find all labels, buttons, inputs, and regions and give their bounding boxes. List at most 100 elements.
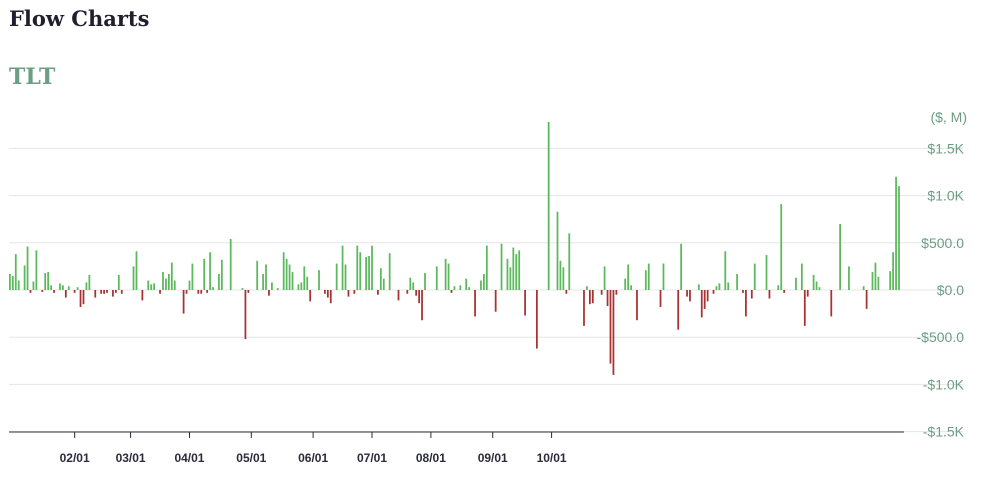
- y-tick-labels: $1.5K $1.0K $500.0 $0.0 -$500.0 -$1.0K -$1.5K: [917, 140, 965, 439]
- flow-bar: [677, 290, 680, 330]
- flow-bar: [335, 263, 338, 290]
- flow-bar: [518, 250, 521, 290]
- x-tick-labels: 02/01 03/01 04/01 05/01 06/01 07/01 08/01 09/01…: [60, 451, 567, 465]
- flow-bar: [556, 211, 559, 290]
- x-tick-label: 07/01: [357, 451, 387, 465]
- flow-bar: [753, 263, 756, 290]
- flow-bar: [203, 258, 206, 290]
- flow-bar: [368, 256, 370, 290]
- flow-bar: [11, 275, 14, 290]
- flow-bar: [765, 255, 768, 290]
- flow-bar: [353, 290, 356, 294]
- flow-bar: [706, 290, 709, 302]
- flow-bar: [724, 251, 727, 290]
- flow-bar: [291, 272, 294, 290]
- flow-bar: [727, 282, 730, 290]
- flow-bar: [141, 290, 144, 301]
- x-tick-label: 08/01: [416, 451, 446, 465]
- flow-bar: [329, 290, 332, 304]
- flow-bar: [79, 290, 82, 307]
- flow-bar: [506, 258, 509, 290]
- flow-bar: [324, 290, 326, 294]
- flow-bar: [14, 254, 17, 290]
- flow-bar: [32, 281, 35, 290]
- flow-bar: [159, 290, 161, 294]
- flow-bar: [535, 290, 538, 349]
- flow-bar: [644, 270, 647, 290]
- flow-bar: [562, 267, 565, 290]
- flow-bar: [388, 253, 391, 290]
- x-tick-label: 06/01: [298, 451, 328, 465]
- flow-bar: [509, 267, 512, 290]
- flow-bar: [114, 290, 117, 293]
- flow-bar: [262, 273, 264, 290]
- flow-bar: [153, 283, 156, 290]
- flow-bar: [862, 286, 865, 290]
- flow-bar: [736, 273, 738, 290]
- flow-bar: [220, 259, 223, 290]
- flow-bar: [568, 233, 571, 290]
- flow-bar: [480, 280, 482, 290]
- flow-bar: [247, 290, 250, 293]
- flow-bar: [630, 285, 632, 290]
- flow-bar: [9, 273, 11, 290]
- flow-bar: [606, 290, 609, 307]
- x-tick-label: 10/01: [537, 451, 567, 465]
- flow-bar: [271, 282, 273, 290]
- flow-bar: [100, 290, 103, 294]
- flow-bar: [465, 278, 468, 290]
- flow-bar: [88, 274, 91, 290]
- flow-bar: [877, 276, 880, 290]
- flow-bar: [459, 285, 462, 290]
- flow-bar: [742, 290, 744, 293]
- flow-bar: [173, 280, 176, 290]
- x-tick-label: 05/01: [236, 451, 266, 465]
- flow-bar: [659, 290, 662, 307]
- flow-bar: [23, 265, 26, 290]
- flow-bar: [59, 283, 61, 290]
- flow-bar: [565, 290, 568, 294]
- flow-bar: [450, 290, 453, 293]
- flow-bar: [636, 290, 638, 321]
- flow-bar: [839, 223, 841, 290]
- flow-bar: [147, 280, 150, 290]
- flow-bar: [200, 290, 203, 294]
- flow-bar: [494, 290, 497, 312]
- flow-bar: [812, 274, 815, 290]
- flow-bar: [300, 282, 303, 290]
- flow-bar: [229, 239, 232, 290]
- y-tick-label: $500.0: [921, 235, 964, 251]
- flow-bar: [103, 290, 105, 294]
- y-tick-label: $1.0K: [927, 188, 964, 204]
- flow-bar: [515, 254, 518, 290]
- flow-bar: [662, 263, 665, 290]
- flow-bar: [326, 290, 329, 298]
- flow-bar: [830, 290, 833, 317]
- flow-bar: [624, 278, 627, 290]
- x-axis: [9, 431, 904, 438]
- flow-bar: [547, 121, 550, 290]
- flow-bar: [76, 287, 79, 290]
- x-tick-label: 04/01: [174, 451, 204, 465]
- flow-bar: [800, 263, 803, 290]
- flow-bar: [209, 252, 211, 290]
- page-title: Flow Charts: [9, 6, 150, 31]
- y-tick-label: -$1.0K: [923, 376, 965, 392]
- flow-bar: [256, 260, 259, 290]
- flow-bar: [167, 273, 170, 290]
- flow-bar: [182, 290, 185, 314]
- flow-bar: [379, 268, 382, 290]
- ticker-symbol: TLT: [9, 64, 56, 90]
- flow-bar: [777, 285, 780, 290]
- flow-bar: [468, 287, 471, 290]
- flow-bar: [697, 284, 700, 290]
- flow-bar: [892, 252, 894, 290]
- flow-bar: [483, 273, 485, 290]
- flow-bar: [197, 290, 200, 294]
- flow-bar: [191, 263, 194, 290]
- flow-bar: [44, 273, 47, 290]
- unit-label: ($, M): [930, 109, 967, 125]
- y-tick-label: $0.0: [937, 282, 964, 298]
- flow-bar: [818, 287, 821, 290]
